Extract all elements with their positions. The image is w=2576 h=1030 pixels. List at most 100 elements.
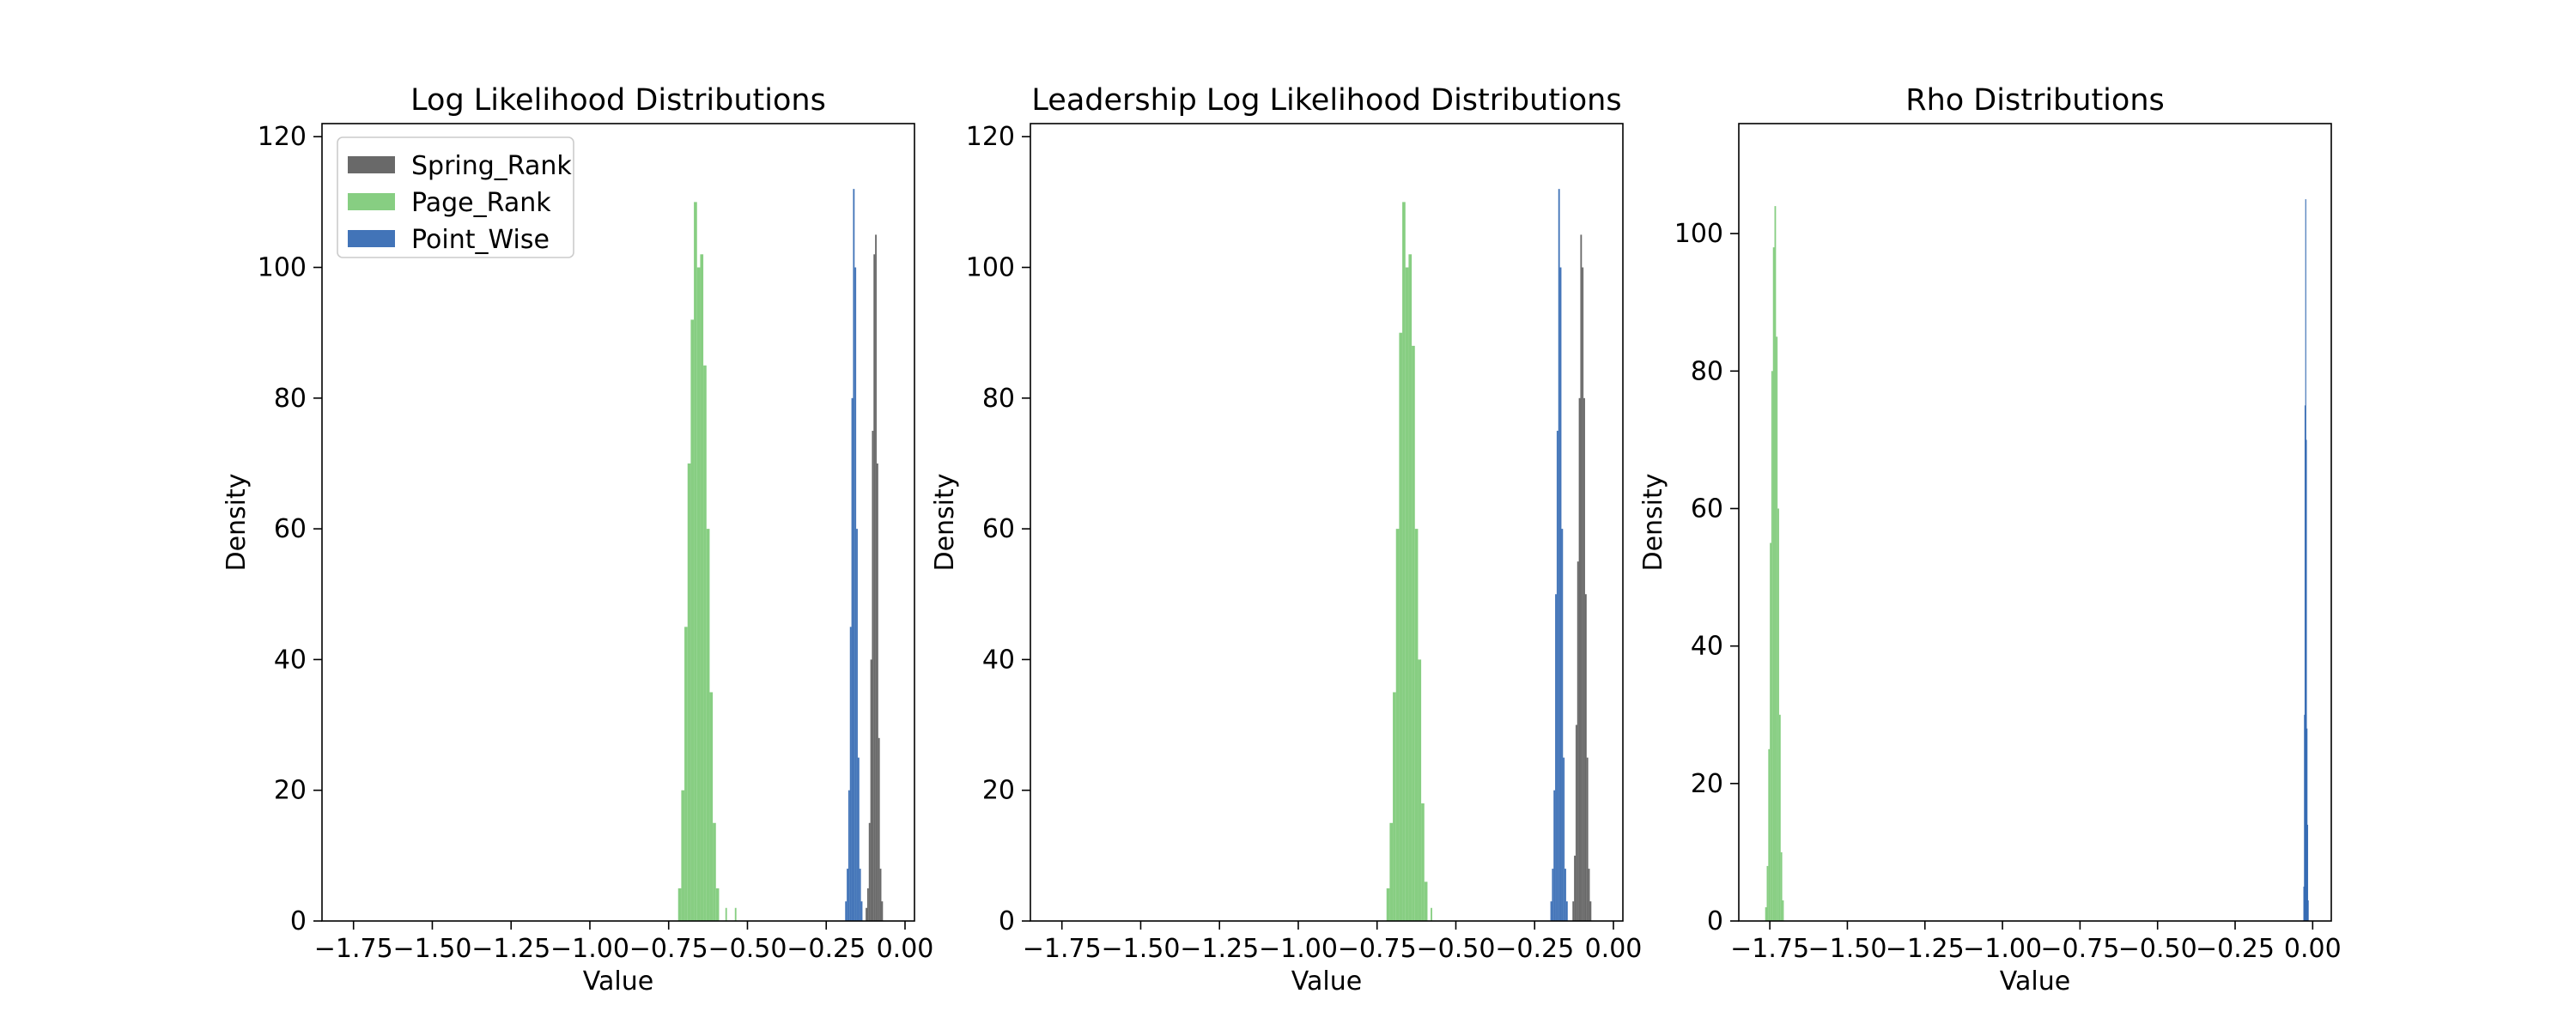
- x-tick-label: −0.25: [787, 934, 866, 964]
- axes-frame: [1030, 123, 1624, 922]
- axes-frame: [1738, 123, 2332, 922]
- x-tick-label: −1.50: [1807, 934, 1886, 964]
- bar-point-wise-7: [1561, 529, 1564, 921]
- bar-point-wise-1: [2304, 714, 2306, 921]
- bar-point-wise-9: [859, 869, 861, 921]
- x-tick-label: −0.50: [708, 934, 787, 964]
- x-tick-label: −0.50: [1417, 934, 1496, 964]
- bar-spring-rank-6: [1582, 267, 1584, 921]
- bar-point-wise-2: [848, 790, 850, 921]
- chart-title: Log Likelihood Distributions: [410, 83, 826, 118]
- chart-panel-1: −1.75 −1.50 −1.25 −1.00 −0.75 −0.50 −0.25 0.00 0…: [222, 83, 933, 997]
- chart-panel-2: −1.75 −1.50 −1.25 −1.00 −0.75 −0.50 −0.25 0.00 0…: [930, 83, 1642, 997]
- bar-spring-rank-9: [879, 869, 882, 921]
- y-axis-label: Density: [222, 473, 252, 571]
- bar-page-rank-0: [677, 888, 682, 921]
- bar-point-wise-8: [857, 757, 860, 921]
- y-tick-label: 20: [1691, 769, 1723, 799]
- bar-spring-rank-6: [875, 234, 877, 921]
- bar-page-rank-1: [681, 790, 685, 921]
- histogram-bars: [1386, 189, 1592, 922]
- y-tick-label: 80: [1691, 356, 1723, 386]
- bar-point-wise-8: [1563, 757, 1565, 921]
- bar-page-rank-3: [1770, 542, 1771, 921]
- bar-point-wise-5: [1558, 189, 1560, 922]
- x-tick-label: −1.25: [471, 934, 550, 964]
- bar-page-rank-8: [1412, 345, 1415, 922]
- y-tick-label: 20: [274, 776, 307, 806]
- bar-spring-rank-8: [878, 737, 880, 921]
- bar-spring-rank-4: [1578, 397, 1581, 921]
- bar-point-wise-2: [1553, 790, 1556, 921]
- bar-spring-rank-0: [1572, 901, 1575, 921]
- x-tick-label: 0.00: [877, 934, 934, 964]
- bar-page-rank-0: [1386, 888, 1390, 921]
- bar-point-wise-4: [1556, 430, 1558, 921]
- bar-point-wise-10: [860, 901, 863, 921]
- bar-page-rank-1: [1389, 822, 1394, 921]
- x-axis-label: Value: [583, 966, 653, 997]
- bar-page-rank-11: [1421, 803, 1425, 921]
- axes-frame: [321, 123, 915, 922]
- x-tick-label: −1.75: [1023, 934, 1102, 964]
- bar-spring-rank-10: [1588, 869, 1590, 921]
- x-tick-label: 0.00: [2284, 934, 2342, 964]
- bar-page-rank-12: [1424, 882, 1428, 921]
- y-axis-label: Density: [1638, 473, 1668, 571]
- bar-page-rank-8: [1777, 508, 1779, 921]
- bar-point-wise-2: [2304, 405, 2306, 921]
- bar-point-wise-3: [849, 627, 852, 921]
- bar-page-rank-10: [709, 692, 714, 921]
- bar-point-wise-0: [2303, 886, 2305, 921]
- bar-spring-rank-0: [866, 907, 867, 921]
- bar-page-rank-10: [1780, 851, 1783, 921]
- bar-point-wise-7: [856, 529, 858, 921]
- y-tick-label: 60: [1691, 494, 1723, 524]
- bar-page-rank-11: [1782, 900, 1784, 921]
- bar-page-rank-9: [706, 529, 710, 921]
- bar-point-wise-6: [1559, 267, 1562, 921]
- bar-spring-rank-3: [870, 659, 872, 921]
- bar-page-rank-6: [1774, 206, 1777, 921]
- x-tick-label: −1.00: [550, 934, 629, 964]
- x-tick-label: −1.50: [392, 934, 471, 964]
- bar-point-wise-1: [847, 869, 848, 921]
- bar-spring-rank-7: [876, 463, 878, 921]
- bar-page-rank-5: [1402, 202, 1406, 921]
- bar-page-rank-2: [1393, 692, 1396, 921]
- y-tick-label: 120: [258, 122, 307, 152]
- y-tick-label: 0: [999, 906, 1015, 936]
- bar-page-rank-11: [713, 822, 716, 921]
- chart-title: Rho Distributions: [1905, 83, 2164, 118]
- bar-point-wise-6: [854, 267, 857, 921]
- bar-point-wise-5: [853, 189, 855, 922]
- x-axis-label: Value: [1291, 966, 1362, 997]
- bar-page-rank-4: [1399, 332, 1403, 921]
- y-tick-label: 100: [258, 253, 307, 283]
- legend-label: Page_Rank: [411, 188, 551, 218]
- legend-swatch-point-wise: [348, 230, 395, 247]
- y-tick-label: 40: [982, 645, 1015, 675]
- y-tick-label: 80: [982, 384, 1015, 414]
- x-tick-label: −1.00: [1963, 934, 2042, 964]
- legend-box: [337, 136, 574, 258]
- bar-page-rank-2: [1768, 748, 1771, 921]
- bar-page-rank-10: [1418, 659, 1422, 921]
- y-tick-label: 0: [1707, 906, 1723, 936]
- bar-point-wise-1: [1552, 869, 1554, 921]
- x-tick-label: −1.00: [1259, 934, 1338, 964]
- y-tick-label: 40: [274, 645, 307, 675]
- y-tick-label: 20: [982, 776, 1015, 806]
- bar-page-rank-8: [703, 365, 707, 921]
- bar-page-rank-0: [1765, 906, 1767, 921]
- bar-page-rank-6: [696, 267, 701, 921]
- legend-swatch-page-rank: [348, 193, 395, 210]
- y-axis-label: Density: [930, 473, 960, 571]
- y-tick-label: 100: [1674, 219, 1723, 249]
- bar-page-rank-14: [734, 907, 737, 921]
- x-tick-label: −1.50: [1101, 934, 1180, 964]
- x-tick-label: −1.75: [1730, 934, 1809, 964]
- bar-page-rank-9: [1414, 529, 1419, 921]
- bar-spring-rank-8: [1584, 594, 1587, 921]
